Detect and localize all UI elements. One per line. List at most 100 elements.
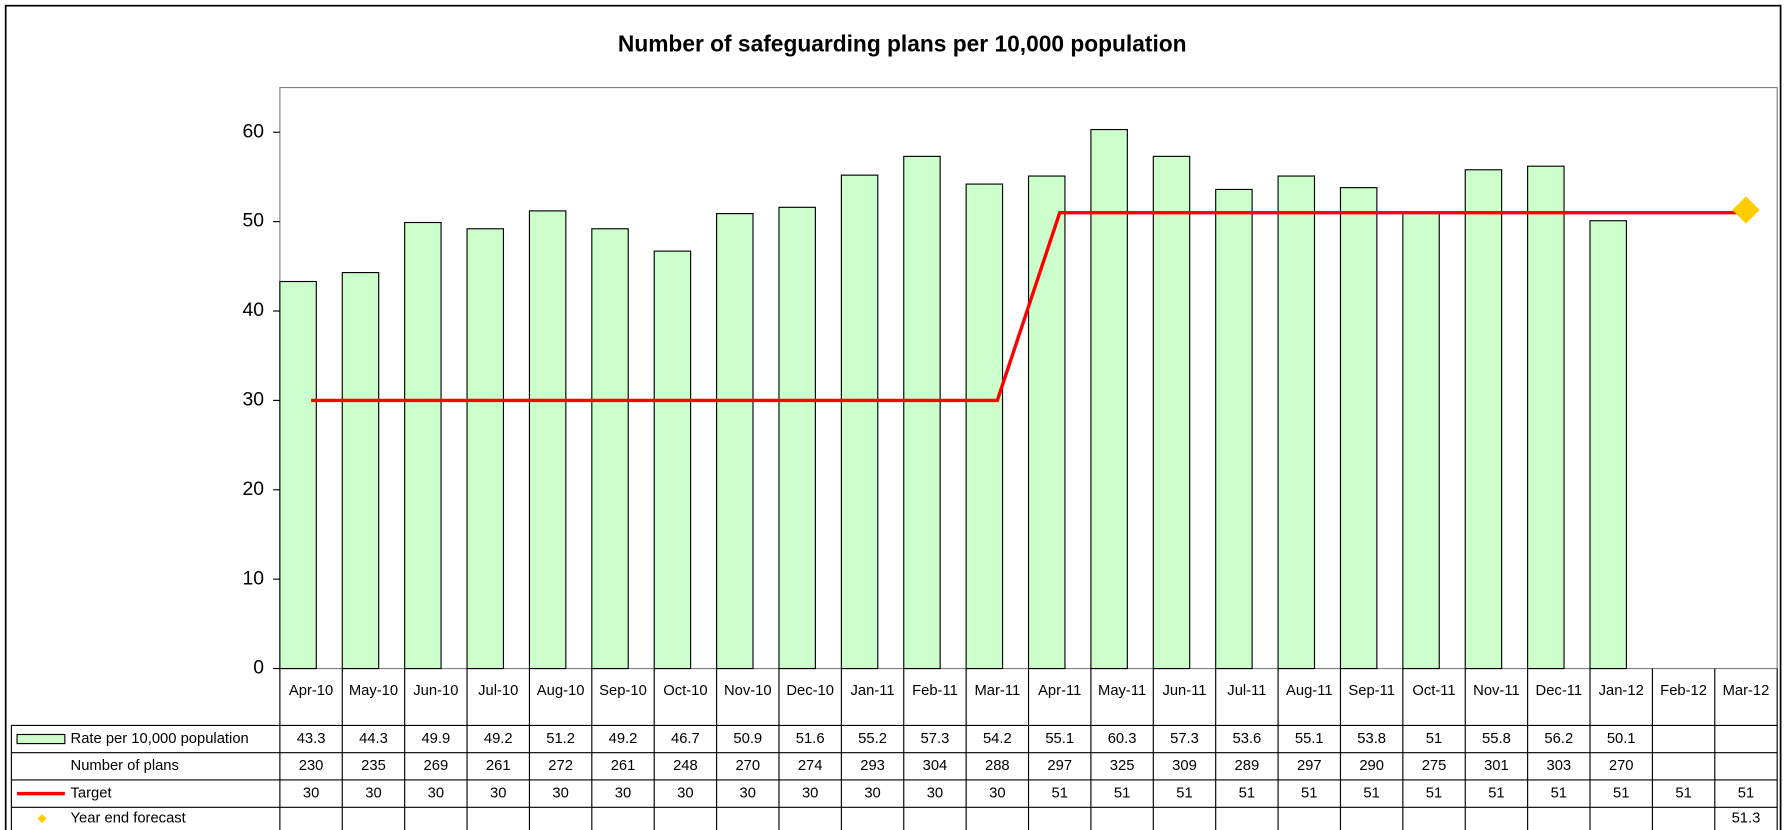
table-cell: 30 (802, 786, 818, 802)
table-cell: 51 (1738, 786, 1754, 802)
bar (1589, 220, 1627, 670)
bar (1527, 165, 1565, 670)
table-cell: 60.3 (1108, 731, 1137, 747)
y-tick-label: 30 (242, 390, 264, 411)
table-cell: 51 (1052, 786, 1068, 802)
table-cell: 51.6 (796, 731, 825, 747)
table-cell: 54.2 (983, 731, 1012, 747)
x-tick-label: Oct-11 (1412, 683, 1455, 699)
table-cell: 51.3 (1732, 811, 1761, 827)
table-cell: 51 (1114, 786, 1130, 802)
bar (778, 206, 816, 670)
table-cell: 53.6 (1233, 731, 1262, 747)
table-cell: 30 (989, 786, 1005, 802)
target-line (311, 210, 1746, 403)
table-cell: 51 (1363, 786, 1379, 802)
legend-label: Year end forecast (71, 811, 186, 827)
y-tick-label: 0 (253, 658, 264, 679)
x-tick-label: Aug-10 (537, 683, 585, 699)
table-cell: 293 (860, 758, 885, 774)
x-tick-label: Apr-11 (1038, 683, 1081, 699)
table-cell: 51 (1239, 786, 1255, 802)
bar (279, 280, 317, 670)
table-cell: 51 (1426, 786, 1442, 802)
table-cell: 51.2 (546, 731, 575, 747)
table-cell: 270 (735, 758, 760, 774)
table-cell: 304 (923, 758, 948, 774)
table-cell: 272 (548, 758, 573, 774)
x-tick-label: Aug-11 (1286, 683, 1333, 699)
table-cell: 30 (490, 786, 506, 802)
table-cell: 51 (1301, 786, 1317, 802)
table-cell: 51 (1675, 786, 1691, 802)
table-cell: 309 (1172, 758, 1197, 774)
legend-label: Target (71, 786, 112, 802)
table-cell: 270 (1609, 758, 1634, 774)
x-tick-label: Dec-10 (786, 683, 834, 699)
table-cell: 51 (1613, 786, 1629, 802)
table-cell: 57.3 (921, 731, 950, 747)
table-cell: 55.1 (1295, 731, 1324, 747)
y-tick-label: 50 (242, 211, 264, 232)
table-cell: 43.3 (297, 731, 326, 747)
table-cell: 325 (1110, 758, 1135, 774)
legend-label: Number of plans (71, 758, 179, 774)
bar (716, 213, 754, 670)
table-cell: 235 (361, 758, 386, 774)
y-tick-label: 10 (242, 568, 264, 589)
legend-label: Rate per 10,000 population (71, 731, 249, 747)
y-tick-label: 60 (242, 121, 264, 142)
x-tick-label: Jan-11 (851, 683, 895, 699)
bar (903, 155, 941, 670)
x-tick-label: Jan-12 (1599, 683, 1644, 699)
bar (1277, 175, 1316, 670)
bar (1402, 212, 1440, 670)
table-cell: 53.8 (1357, 731, 1386, 747)
table-cell: 30 (864, 786, 880, 802)
bar (1464, 169, 1503, 670)
x-tick-label: Feb-11 (912, 683, 958, 699)
table-cell: 288 (985, 758, 1010, 774)
table-cell: 51 (1426, 731, 1442, 747)
bar (1215, 188, 1253, 670)
table-cell: 261 (486, 758, 511, 774)
table-cell: 290 (1359, 758, 1384, 774)
table-cell: 44.3 (359, 731, 388, 747)
bar (404, 221, 442, 670)
table-cell: 49.9 (421, 731, 450, 747)
table-cell: 30 (927, 786, 943, 802)
table-cell: 30 (740, 786, 756, 802)
x-tick-label: Jul-11 (1227, 683, 1266, 699)
table-cell: 55.1 (1045, 731, 1074, 747)
table-cell: 55.8 (1482, 731, 1511, 747)
table-cell: 46.7 (671, 731, 700, 747)
table-cell: 57.3 (1170, 731, 1199, 747)
table-cell: 261 (611, 758, 636, 774)
bar (466, 228, 505, 670)
x-tick-label: Nov-10 (724, 683, 772, 699)
table-cell: 275 (1422, 758, 1447, 774)
bar (1090, 128, 1128, 670)
x-tick-label: May-10 (349, 683, 398, 699)
table-cell: 49.2 (609, 731, 638, 747)
table-cell: 30 (615, 786, 631, 802)
table-cell: 51 (1176, 786, 1192, 802)
table-cell: 289 (1235, 758, 1260, 774)
table-cell: 30 (428, 786, 444, 802)
table-cell: 274 (798, 758, 823, 774)
table-cell: 248 (673, 758, 698, 774)
bar (341, 272, 380, 670)
table-cell: 30 (552, 786, 568, 802)
bar (965, 183, 1004, 670)
x-tick-label: Sep-11 (1348, 683, 1395, 699)
x-tick-label: Apr-10 (289, 683, 333, 699)
x-tick-label: Sep-10 (599, 683, 647, 699)
table-cell: 49.2 (484, 731, 513, 747)
x-tick-label: Jul-10 (478, 683, 518, 699)
x-tick-label: Dec-11 (1536, 683, 1583, 699)
table-cell: 297 (1047, 758, 1072, 774)
legend-key (16, 733, 66, 745)
table-cell: 55.2 (858, 731, 887, 747)
bar (591, 228, 629, 670)
